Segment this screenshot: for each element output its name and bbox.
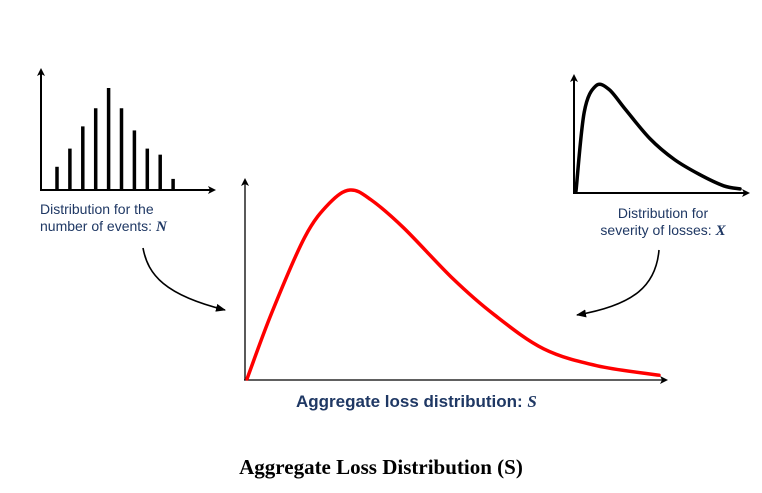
frequency-bars xyxy=(55,88,175,189)
severity-variable: X xyxy=(715,223,726,239)
frequency-label-text: number of events: xyxy=(40,218,156,234)
aggregate-chart xyxy=(241,178,668,384)
severity-curve xyxy=(574,82,742,193)
severity-to-aggregate-arrow xyxy=(576,249,660,318)
figure-caption: Aggregate Loss Distribution (S) xyxy=(239,455,523,479)
frequency-label-line2: number of events: N xyxy=(40,218,167,236)
severity-chart xyxy=(570,74,750,197)
severity-distribution-label: Distribution for severity of losses: X xyxy=(583,205,743,240)
aggregate-curve xyxy=(245,188,661,381)
severity-label-line2: severity of losses: X xyxy=(583,222,743,240)
frequency-label-line1: Distribution for the xyxy=(40,201,154,217)
aggregate-distribution-label: Aggregate loss distribution: S xyxy=(296,393,537,410)
severity-label-text: severity of losses: xyxy=(600,222,716,238)
severity-label-line1: Distribution for xyxy=(617,205,709,221)
frequency-distribution-label: Distribution for the number of events: N xyxy=(40,201,167,236)
frequency-to-aggregate-arrow xyxy=(142,247,226,312)
aggregate-variable: S xyxy=(527,392,537,411)
frequency-chart xyxy=(37,68,216,194)
frequency-variable: N xyxy=(155,219,167,235)
aggregate-label-text: Aggregate loss distribution: xyxy=(296,392,528,411)
